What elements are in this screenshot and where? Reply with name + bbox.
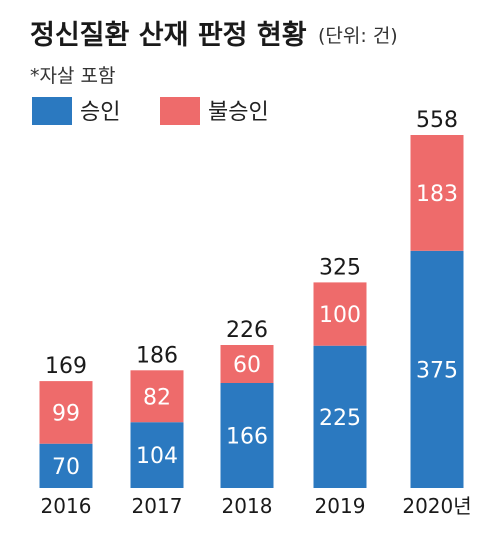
bar-rejected-2020년 (410, 135, 464, 251)
legend: 승인 불승인 (32, 97, 269, 125)
legend-swatch-rejected (160, 97, 200, 125)
data-label-approved-2016: 70 (52, 455, 80, 480)
note-label: *자살 포함 (30, 65, 115, 87)
bar-approved-2020년 (410, 250, 464, 488)
chart-title: 정신질환 산재 판정 현황 (30, 20, 307, 51)
total-label-2020년: 558 (416, 108, 458, 133)
x-tick-2020년: 2020년 (402, 494, 471, 518)
bars: 70 99 169 2016 104 82 186 2017 166 60 226 2018 225 10… (39, 108, 472, 518)
data-label-rejected-2017: 82 (143, 385, 171, 410)
total-label-2019: 325 (319, 255, 361, 280)
bar-rejected-2016 (39, 381, 93, 444)
bar-approved-2017 (130, 422, 184, 488)
data-label-approved-2017: 104 (136, 444, 178, 469)
total-label-2018: 226 (226, 318, 268, 343)
bar-approved-2019 (313, 345, 367, 488)
data-label-approved-2019: 225 (319, 406, 361, 431)
legend-label-approved: 승인 (80, 100, 120, 125)
data-label-rejected-2016: 99 (52, 401, 80, 426)
data-label-rejected-2020년: 183 (416, 182, 458, 207)
data-label-approved-2020년: 375 (416, 358, 458, 383)
bar-approved-2018 (220, 383, 274, 488)
total-label-2016: 169 (45, 354, 87, 379)
x-tick-2019: 2019 (315, 494, 366, 518)
data-label-rejected-2018: 60 (233, 353, 261, 378)
unit-label: (단위: 건) (318, 25, 398, 47)
total-label-2017: 186 (136, 343, 178, 368)
bar-rejected-2019 (313, 282, 367, 346)
data-label-rejected-2019: 100 (319, 303, 361, 328)
x-tick-2018: 2018 (222, 494, 273, 518)
bar-rejected-2018 (220, 345, 274, 383)
x-tick-2017: 2017 (132, 494, 183, 518)
x-tick-2016: 2016 (41, 494, 92, 518)
legend-swatch-approved (32, 97, 72, 125)
data-label-approved-2018: 166 (226, 425, 268, 450)
bar-rejected-2017 (130, 370, 184, 423)
legend-label-rejected: 불승인 (208, 100, 269, 125)
bar-approved-2016 (39, 443, 93, 488)
